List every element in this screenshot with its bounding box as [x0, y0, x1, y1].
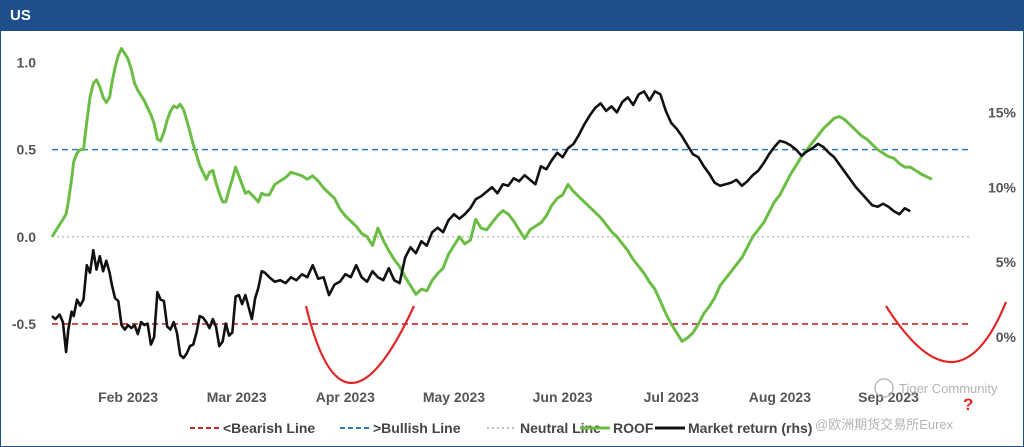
title-bar: US: [1, 1, 1023, 31]
x-tick-label: Jul 2023: [644, 389, 699, 405]
watermark: Tiger Community @欧洲期货交易所Eurex: [815, 378, 998, 432]
reference-lines: [52, 148, 970, 325]
x-tick-label: Aug 2023: [749, 389, 811, 405]
watermark-line2: @欧洲期货交易所Eurex: [815, 417, 954, 432]
y-left-tick-label: 0.5: [17, 142, 37, 158]
trough-curve-apr: [304, 305, 415, 385]
y-left-tick-label: -0.5: [12, 316, 36, 332]
legend-label: <Bearish Line: [223, 420, 315, 436]
y-right-tick-label: 0%: [996, 329, 1017, 345]
legend-label: Market return (rhs): [688, 420, 812, 436]
watermark-line1: Tiger Community: [899, 381, 998, 396]
y-axis-right: 15% 10% 5% 0%: [988, 104, 1017, 345]
x-tick-label: Feb 2023: [98, 389, 158, 405]
y-right-tick-label: 10%: [988, 179, 1017, 195]
series-market-return-line: [51, 90, 911, 360]
chart-title: US: [10, 7, 31, 24]
legend-label: >Bullish Line: [373, 420, 461, 436]
legend: <Bearish Line >Bullish Line Neutral Line RO…: [190, 420, 812, 436]
y-right-tick-label: 15%: [988, 104, 1017, 120]
x-tick-label: Apr 2023: [316, 389, 375, 405]
annotations: ?: [304, 301, 1008, 414]
y-left-tick-label: 1.0: [17, 54, 37, 70]
y-axis-left: 1.0 0.5 0.0 -0.5: [12, 54, 36, 332]
legend-label: ROOF: [613, 420, 654, 436]
y-right-tick-label: 5%: [996, 254, 1017, 270]
watermark-logo-icon: [874, 378, 894, 398]
x-tick-label: Mar 2023: [207, 389, 267, 405]
y-left-tick-label: 0.0: [17, 229, 37, 245]
legend-label: Neutral Line: [520, 420, 601, 436]
x-tick-label: Sep 2023: [858, 389, 919, 405]
series-roof-line: [50, 47, 933, 343]
trough-curve-sep: [885, 301, 1008, 363]
x-axis: Feb 2023 Mar 2023 Apr 2023 May 2023 Jun 2023…: [98, 389, 919, 405]
x-tick-label: May 2023: [423, 389, 485, 405]
series-lines: [50, 47, 933, 360]
x-tick-label: Jun 2023: [533, 389, 593, 405]
question-mark: ?: [963, 395, 973, 414]
